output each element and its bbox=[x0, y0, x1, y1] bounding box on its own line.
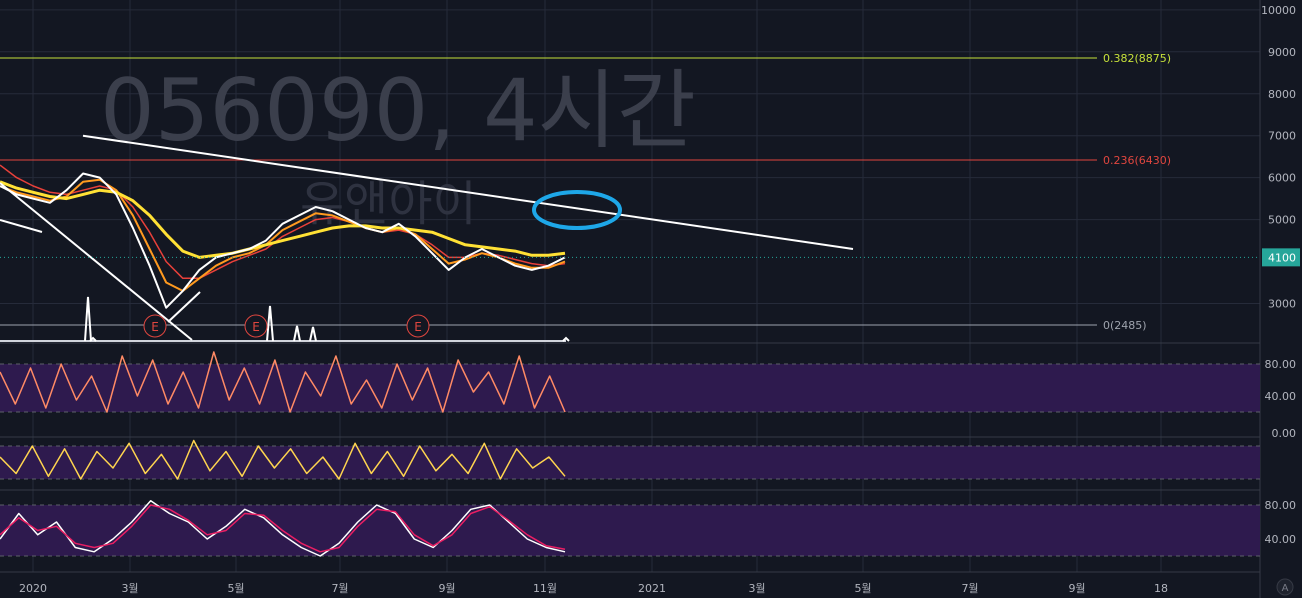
trendline-descending bbox=[0, 182, 193, 341]
fib-label: 0.382(8875) bbox=[1103, 52, 1171, 65]
series-ma-mid bbox=[0, 178, 566, 292]
fib-levels: 0.382(8875) 0.236(6430) 0(2485) bbox=[0, 52, 1171, 332]
price-axis: 10000 9000 8000 7000 6000 5000 3000 4100 80.00 40… bbox=[0, 4, 1300, 546]
highlight-ellipse bbox=[532, 190, 622, 230]
oscillator-axis-label: 80.00 bbox=[1265, 358, 1297, 371]
fib-label: 0(2485) bbox=[1103, 319, 1147, 332]
time-axis-label: 3월 bbox=[748, 582, 765, 595]
oscillator-axis-label: 40.00 bbox=[1265, 390, 1297, 403]
oscillator-line bbox=[0, 351, 566, 413]
price-axis-label: 10000 bbox=[1261, 4, 1296, 17]
volume-bar bbox=[89, 336, 97, 342]
time-axis: 2020 3월 5월 7월 9월 11월 2021 3월 5월 7월 9월 18 bbox=[19, 582, 1168, 595]
price-axis-label: 8000 bbox=[1268, 88, 1296, 101]
svg-text:A: A bbox=[1282, 583, 1289, 594]
earnings-marker-label: E bbox=[151, 320, 159, 334]
earnings-marker-circle bbox=[143, 314, 167, 338]
oscillator-axis-label: 40.00 bbox=[1265, 533, 1297, 546]
volume-bars bbox=[0, 296, 570, 342]
earnings-marker-label: E bbox=[252, 320, 260, 334]
macd-pane bbox=[0, 500, 1260, 557]
oscillator-axis-label: 0.00 bbox=[1272, 427, 1297, 440]
band-fill bbox=[0, 505, 1260, 556]
earnings-marker-circle bbox=[244, 314, 268, 338]
time-axis-label: 7월 bbox=[331, 582, 348, 595]
volume-bar bbox=[84, 296, 92, 342]
time-axis-label: 5월 bbox=[854, 582, 871, 595]
oscillator-line bbox=[0, 439, 566, 480]
earnings-marker-label: E bbox=[414, 320, 422, 334]
band-fill bbox=[0, 446, 1260, 479]
volume-bar bbox=[309, 326, 317, 342]
price-axis-label: 3000 bbox=[1268, 298, 1296, 311]
price-axis-label: 6000 bbox=[1268, 172, 1296, 185]
time-axis-label: 11월 bbox=[533, 582, 557, 595]
stoch-pane bbox=[0, 439, 1260, 480]
band-fill bbox=[0, 364, 1260, 412]
trendline-short bbox=[0, 219, 43, 233]
time-axis-label: 18 bbox=[1154, 582, 1168, 595]
watermark-name: 유앤아이 bbox=[300, 176, 477, 232]
time-axis-label: 2020 bbox=[19, 582, 47, 595]
price-axis-label: 7000 bbox=[1268, 130, 1296, 143]
time-axis-label: 5월 bbox=[227, 582, 244, 595]
trendline-resistance bbox=[82, 134, 854, 250]
price-axis-label: 9000 bbox=[1268, 46, 1296, 59]
rsi-pane bbox=[0, 351, 1260, 413]
price-series bbox=[0, 164, 566, 309]
price-axis-label: 5000 bbox=[1268, 214, 1296, 227]
auto-scale-button[interactable]: A bbox=[1276, 578, 1294, 596]
oscillator-line bbox=[0, 504, 566, 553]
series-ma-slow bbox=[0, 180, 566, 259]
fib-label: 0.236(6430) bbox=[1103, 154, 1171, 167]
volume-bar bbox=[293, 325, 301, 342]
volume-bar bbox=[562, 336, 570, 342]
time-axis-label: 3월 bbox=[121, 582, 138, 595]
time-axis-label: 9월 bbox=[1068, 582, 1085, 595]
time-axis-label: 7월 bbox=[961, 582, 978, 595]
volume-bar bbox=[266, 305, 274, 342]
last-price-label: 4100 bbox=[1268, 251, 1296, 264]
oscillator-line bbox=[0, 500, 566, 557]
trendlines bbox=[0, 134, 854, 341]
watermark-symbol: 056090, 4시간 bbox=[100, 61, 696, 161]
time-axis-label: 2021 bbox=[638, 582, 666, 595]
trendline-support bbox=[167, 291, 201, 323]
series-ma-red bbox=[0, 164, 566, 280]
last-price-badge bbox=[1262, 248, 1300, 267]
series-close bbox=[0, 172, 566, 309]
time-axis-label: 9월 bbox=[438, 582, 455, 595]
oscillator-axis-label: 80.00 bbox=[1265, 499, 1297, 512]
earnings-marker-circle bbox=[406, 314, 430, 338]
